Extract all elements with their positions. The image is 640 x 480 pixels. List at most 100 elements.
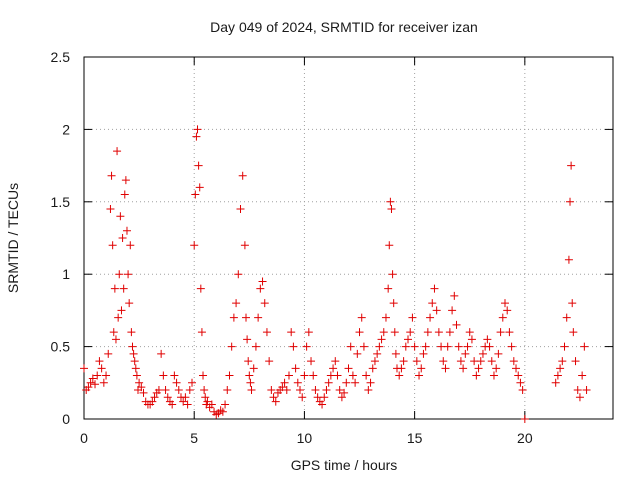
data-point: [247, 386, 256, 395]
data-point: [269, 393, 278, 402]
data-point: [185, 386, 194, 395]
data-point: [454, 342, 463, 351]
data-point: [262, 328, 271, 337]
data-point: [229, 313, 238, 322]
data-point: [201, 393, 210, 402]
data-point: [110, 284, 119, 293]
data-point: [128, 342, 137, 351]
data-point: [99, 378, 108, 387]
data-point: [289, 342, 298, 351]
data-point: [260, 299, 269, 308]
data-point: [132, 371, 141, 380]
data-point: [580, 342, 589, 351]
data-point: [161, 386, 170, 395]
data-point: [114, 313, 123, 322]
data-point: [516, 378, 525, 387]
data-point: [487, 357, 496, 366]
data-point: [296, 386, 305, 395]
data-point: [243, 335, 252, 344]
data-point: [130, 357, 139, 366]
data-point: [106, 205, 115, 214]
data-point: [121, 176, 130, 185]
data-point: [148, 397, 157, 406]
data-point: [199, 371, 208, 380]
data-point: [558, 357, 567, 366]
data-point: [426, 313, 435, 322]
data-point: [582, 386, 591, 395]
data-point: [514, 371, 523, 380]
data-point: [238, 171, 247, 180]
data-point: [370, 357, 379, 366]
data-point: [384, 284, 393, 293]
data-point: [439, 357, 448, 366]
data-point: [467, 335, 476, 344]
y-tick-label: 2: [62, 121, 70, 137]
data-point: [551, 378, 560, 387]
y-tick-label: 0: [62, 411, 70, 427]
x-tick-label: 5: [190, 430, 198, 446]
data-point: [246, 378, 255, 387]
data-point: [476, 357, 485, 366]
data-point: [234, 270, 243, 279]
data-point: [102, 371, 111, 380]
data-point: [344, 364, 353, 373]
data-point: [108, 241, 117, 250]
data-point: [520, 415, 529, 423]
data-point: [509, 357, 518, 366]
data-point: [304, 328, 313, 337]
data-point: [432, 306, 441, 315]
data-point: [560, 342, 569, 351]
data-point: [227, 342, 236, 351]
data-point: [397, 364, 406, 373]
data-point: [434, 328, 443, 337]
data-point: [183, 400, 192, 409]
data-point: [311, 386, 320, 395]
data-point: [86, 378, 95, 387]
data-point: [258, 277, 267, 286]
data-point: [553, 371, 562, 380]
data-point: [256, 284, 265, 293]
data-point: [93, 371, 102, 380]
data-point: [282, 386, 291, 395]
data-point: [578, 371, 587, 380]
data-point: [80, 364, 88, 373]
data-point: [159, 371, 168, 380]
data-point: [307, 357, 316, 366]
data-point: [309, 371, 318, 380]
data-point: [571, 357, 580, 366]
data-point: [117, 306, 126, 315]
data-point: [200, 386, 209, 395]
data-point: [174, 386, 183, 395]
data-point: [353, 349, 362, 358]
data-point: [430, 284, 439, 293]
data-point: [445, 328, 454, 337]
x-tick-label: 15: [407, 430, 423, 446]
data-point: [97, 364, 106, 373]
data-point: [293, 378, 302, 387]
data-point: [240, 241, 249, 250]
data-point: [564, 255, 573, 264]
data-point: [195, 183, 204, 192]
data-point: [320, 393, 329, 402]
data-point: [91, 380, 100, 389]
data-point: [131, 364, 140, 373]
data-point: [203, 397, 212, 406]
data-point: [556, 364, 565, 373]
data-point: [346, 342, 355, 351]
data-point: [291, 364, 300, 373]
data-point: [318, 400, 327, 409]
data-point: [124, 270, 133, 279]
data-point: [421, 342, 430, 351]
data-point: [225, 371, 234, 380]
y-tick-label: 1.5: [51, 194, 71, 210]
data-point: [302, 342, 311, 351]
data-point: [126, 241, 135, 250]
data-point: [505, 328, 514, 337]
y-axis-label: SRMTID / TECUs: [5, 183, 21, 293]
data-point: [244, 357, 253, 366]
data-point: [377, 335, 386, 344]
data-point: [373, 349, 382, 358]
data-point: [280, 378, 289, 387]
data-point: [232, 299, 241, 308]
data-point: [322, 386, 331, 395]
